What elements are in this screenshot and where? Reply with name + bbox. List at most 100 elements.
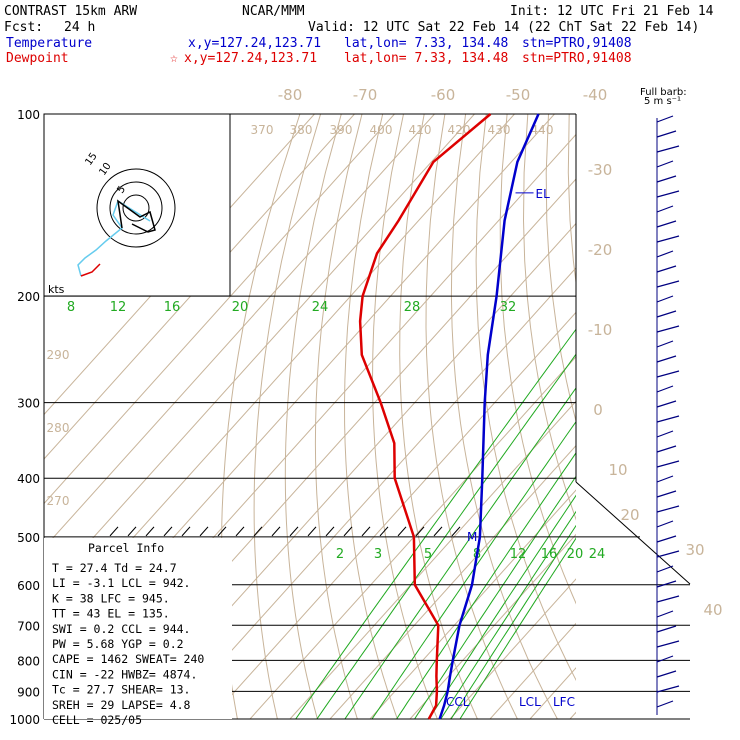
- wind-barb: [656, 580, 677, 588]
- parcel-info-row: Tc = 27.7 SHEAR= 13.: [52, 683, 190, 697]
- parcel-info-rows: T = 27.4 Td = 24.7LI = -3.1 LCL = 942.K …: [52, 561, 204, 727]
- mixing-ratio-line: [459, 537, 576, 719]
- freezing-level-hatch: [307, 526, 317, 537]
- pressure-label-300: 300: [17, 397, 40, 411]
- dry-adiabat: [631, 114, 740, 719]
- lcl-label: LCL: [519, 695, 541, 709]
- isotherm: [329, 444, 576, 719]
- freezing-level-hatch: [343, 526, 353, 537]
- wind-barb: [656, 565, 674, 573]
- profile-dewpoint: [358, 113, 492, 720]
- isotherm: [529, 667, 576, 719]
- theta-label: 400: [370, 123, 393, 137]
- mixing-ratio-label: 8: [67, 300, 75, 315]
- isotherm-label: 0: [593, 401, 603, 419]
- wind-barb: [656, 610, 674, 618]
- parcel-info-title: Parcel Info: [88, 541, 164, 555]
- pressure-label-900: 900: [17, 685, 40, 699]
- wind-barb: [656, 430, 674, 438]
- pressure-label-700: 700: [17, 619, 40, 633]
- wind-barb: [656, 490, 677, 498]
- grid-labels: -80 -70 -60 -50 -40 -30 -20 -10 0 10 20 30 40 370 380 3…: [47, 86, 723, 619]
- wind-barb: [656, 340, 674, 348]
- isotherm: [449, 578, 576, 719]
- mixing-ratio-label: 2: [336, 547, 344, 562]
- freezing-level-hatch: [325, 526, 335, 537]
- wind-barb: [656, 475, 674, 483]
- pressure-label-500: 500: [17, 531, 40, 545]
- wind-barb: [656, 700, 674, 708]
- isotherm: [289, 400, 576, 719]
- mixing-ratio-label: 24: [312, 300, 329, 315]
- wind-barb: [656, 655, 674, 663]
- wind-barb: [656, 325, 680, 333]
- isotherm-label: -80: [278, 86, 303, 104]
- parcel-info-row: CIN = -22 HWBZ= 4874.: [52, 667, 197, 681]
- pressure-label-1000: 1000: [9, 713, 40, 727]
- barb-legend-line2: 5 m s⁻¹: [644, 96, 681, 107]
- mixing-ratio-label: 28: [404, 300, 421, 315]
- pressure-label-200: 200: [17, 290, 40, 304]
- wind-barb: [656, 370, 680, 378]
- wind-barb: [656, 220, 677, 228]
- dew-star-icon: ☆: [170, 51, 178, 66]
- mixing-ratio-label: 20: [232, 300, 249, 315]
- barb-legend-line1: Full barb:: [640, 87, 687, 98]
- lfc-label: LFC: [553, 695, 575, 709]
- dry-adiabat: [522, 114, 576, 521]
- wind-barb: [656, 355, 677, 363]
- mixing-ratio-label: 24: [589, 547, 606, 562]
- parcel-info-box: [44, 538, 232, 719]
- freezing-level-hatch: [199, 526, 209, 537]
- hodograph-trace-sfc: [80, 263, 101, 277]
- fcst-label: Fcst:: [4, 20, 43, 35]
- mixing-ratio-label: 12: [110, 300, 127, 315]
- isotherm-label: -70: [353, 86, 378, 104]
- wind-barb: [656, 460, 680, 468]
- wind-barb: [656, 310, 677, 318]
- dry-adiabat: [673, 114, 740, 719]
- isotherm: [44, 114, 475, 594]
- pressure-label-800: 800: [17, 654, 40, 668]
- wind-barb: [656, 670, 677, 678]
- wind-barb: [656, 640, 680, 648]
- init-time: Init: 12 UTC Fri 21 Feb 14: [510, 4, 714, 19]
- hodograph-ring: [122, 194, 150, 222]
- freezing-level-hatch: [127, 526, 137, 537]
- freezing-level-hatch: [379, 526, 389, 537]
- isotherm-label: 10: [608, 461, 627, 479]
- mixing-ratio-line: [428, 494, 576, 719]
- dry-adiabat: [253, 114, 322, 719]
- freezing-level-hatch: [235, 526, 245, 537]
- temperature-legend: Temperature: [6, 36, 92, 51]
- temp-stn: stn=PTRO,91408: [522, 36, 632, 51]
- freezing-level-hatch: [253, 526, 263, 537]
- wind-barb: [656, 115, 674, 123]
- wind-barb: [656, 280, 680, 288]
- dry-adiabat: [343, 114, 398, 719]
- isotherm-label: 20: [620, 506, 639, 524]
- el-label: EL: [536, 187, 551, 201]
- wind-barb: [656, 130, 677, 138]
- wind-barb: [656, 295, 674, 303]
- freezing-level-hatch: [433, 526, 443, 537]
- freezing-level-hatch: [217, 526, 227, 537]
- wind-barb: [656, 685, 680, 693]
- isotherm: [44, 114, 435, 549]
- hodograph-box: [43, 113, 231, 297]
- dewpoint-legend: Dewpoint: [6, 51, 69, 66]
- hodograph-units: kts: [48, 283, 65, 296]
- hodograph-ring: [109, 181, 163, 235]
- theta-label: 440: [531, 123, 554, 137]
- freezing-level-hatch: [271, 526, 281, 537]
- hodograph-trace-low: [77, 199, 151, 277]
- wind-barb: [656, 505, 680, 513]
- mixing-ratio-lines: [295, 328, 576, 719]
- valid-time: Valid: 12 UTC Sat 22 Feb 14 (22 ChT Sat …: [308, 20, 699, 35]
- parcel-info-row: K = 38 LFC = 945.: [52, 591, 170, 605]
- ccl-label: CCL: [446, 695, 470, 709]
- isotherm-label: 40: [703, 601, 722, 619]
- isotherm: [409, 533, 576, 719]
